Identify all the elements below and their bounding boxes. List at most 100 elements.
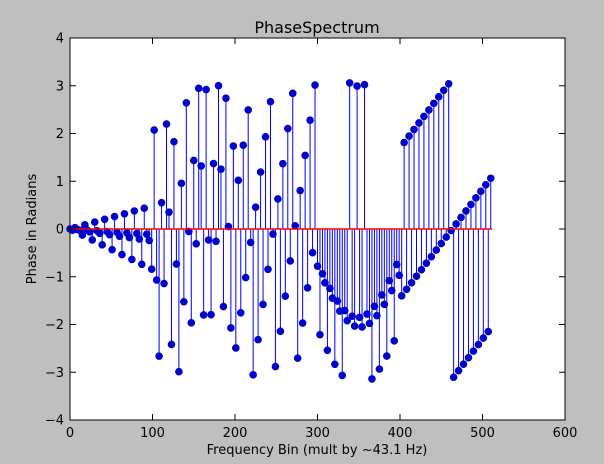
- stem-marker: [98, 241, 106, 249]
- stem-marker: [199, 311, 208, 319]
- stem-marker: [288, 89, 297, 98]
- stem-marker: [331, 360, 339, 369]
- stem-marker: [88, 236, 97, 244]
- stem-marker: [266, 97, 275, 106]
- stem-marker: [405, 132, 413, 140]
- stem-marker: [291, 221, 300, 230]
- stem-marker: [194, 84, 203, 93]
- stem-marker: [142, 230, 151, 238]
- stem-marker: [108, 245, 116, 254]
- stem-marker: [350, 322, 359, 330]
- stem-marker: [464, 353, 473, 362]
- stem-marker: [323, 346, 332, 355]
- stem-marker: [175, 367, 183, 376]
- stem-marker: [281, 292, 290, 300]
- stem-marker: [135, 235, 144, 243]
- stem-marker: [219, 302, 228, 311]
- stem-marker: [115, 232, 124, 240]
- stem-marker: [454, 366, 463, 375]
- stem-marker: [395, 271, 403, 280]
- y-tick-label: −2: [45, 318, 64, 333]
- stem-marker: [348, 312, 356, 320]
- stem-marker: [486, 174, 495, 183]
- stem-marker: [110, 212, 119, 221]
- stem-marker: [316, 330, 324, 339]
- stem-marker: [229, 142, 238, 150]
- stem-marker: [264, 265, 272, 274]
- stem-marker: [293, 354, 302, 362]
- stem-marker: [457, 213, 465, 222]
- y-tick-label: −3: [45, 366, 64, 381]
- stem-marker: [385, 276, 394, 285]
- stem-marker: [284, 124, 292, 133]
- x-tick-label: 0: [66, 426, 74, 441]
- stem-marker: [78, 231, 87, 239]
- stem-marker: [236, 308, 245, 317]
- stem-marker: [387, 286, 396, 295]
- stem-marker: [224, 222, 233, 231]
- stem-marker: [365, 319, 374, 328]
- stem-marker: [202, 85, 210, 94]
- stem-marker: [172, 260, 181, 268]
- stem-marker: [380, 300, 389, 309]
- stem-marker: [420, 112, 428, 121]
- stem-marker: [363, 310, 371, 318]
- stem-marker: [212, 237, 220, 246]
- stem-marker: [484, 327, 493, 336]
- y-tick-label: −4: [45, 414, 64, 429]
- stem-marker: [340, 306, 349, 315]
- stem-marker: [439, 86, 448, 95]
- stem-marker: [214, 81, 223, 90]
- stem-marks: [66, 79, 495, 383]
- stem-marker: [467, 200, 475, 209]
- stem-marker: [449, 373, 458, 382]
- stem-marker: [373, 311, 381, 320]
- stem-marker: [251, 203, 260, 212]
- y-tick-label: −1: [45, 270, 64, 285]
- stem-marker: [400, 138, 408, 147]
- stem-marker: [410, 125, 418, 134]
- stem-marker: [276, 327, 285, 336]
- stem-marker: [313, 262, 322, 270]
- stem-marker: [318, 269, 327, 278]
- stem-marker: [301, 151, 309, 160]
- stem-marker: [427, 252, 436, 261]
- stem-marker: [345, 79, 354, 87]
- stem-marker: [232, 344, 240, 352]
- stem-marker: [355, 313, 364, 322]
- stem-marker: [150, 126, 158, 134]
- axis-ticks: 0 100 200 300 400 500 600 4 3 2 1 0 −1 −2 −3 −4: [45, 32, 578, 442]
- stem-marker: [477, 187, 485, 196]
- stem-marker: [296, 186, 304, 195]
- x-tick-label: 100: [140, 426, 165, 441]
- stem-marker: [279, 159, 287, 168]
- stem-marker: [360, 80, 369, 89]
- stem-marker: [95, 229, 104, 238]
- stem-marker: [452, 220, 460, 228]
- stem-marker: [269, 230, 277, 238]
- y-tick-label: 2: [56, 127, 64, 142]
- stem-marker: [303, 284, 312, 292]
- stem-marker: [422, 259, 431, 267]
- stem-marker: [432, 246, 441, 254]
- stem-marker: [185, 227, 193, 236]
- y-tick-label: 0: [56, 223, 64, 238]
- stem-marker: [437, 239, 446, 248]
- stem-marker: [204, 236, 213, 244]
- stem-marker: [100, 215, 109, 224]
- x-tick-label: 200: [223, 426, 248, 441]
- stem-marker: [311, 81, 319, 89]
- stem-marker: [155, 352, 163, 360]
- stem-marker: [397, 292, 406, 300]
- stem-marker: [482, 180, 490, 189]
- stem-marker: [160, 279, 168, 288]
- stem-marker: [241, 273, 250, 282]
- stem-marker: [152, 276, 161, 284]
- stem-marker: [306, 116, 314, 125]
- stem-marker: [125, 233, 134, 242]
- stem-marker: [118, 250, 126, 259]
- stem-marker: [234, 176, 243, 185]
- stem-marker: [326, 284, 334, 293]
